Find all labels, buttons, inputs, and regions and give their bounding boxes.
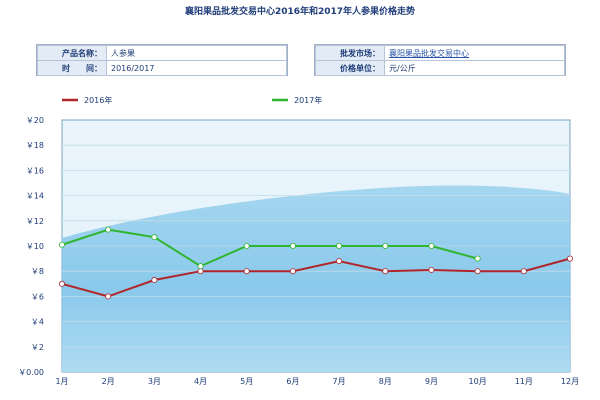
series-line-2 [61, 228, 478, 268]
legend-label: 2017年 [294, 95, 322, 105]
x-tick-label: 9月 [425, 377, 438, 386]
legend: 2016年 2017年 [62, 95, 322, 105]
y-tick-label: ￥2 [31, 343, 44, 352]
y-tick-label: ￥0.00 [18, 368, 44, 377]
legend-label: 2016年 [84, 95, 112, 105]
y-tick-label: ￥14 [26, 192, 44, 201]
y-tick-label: ￥18 [26, 141, 44, 150]
data-point[interactable] [59, 280, 66, 287]
series-lines [59, 226, 574, 300]
data-point[interactable] [474, 268, 481, 275]
series-line-1 [61, 257, 571, 298]
product-info-box: 产品名称： 人参果 时 间： 2016/2017 [36, 44, 288, 76]
x-axis-ticks: 1月 2月 3月 4月 5月 6月 7月 8月 9月 10月 11月 12月 [55, 377, 579, 386]
data-point[interactable] [243, 242, 250, 249]
data-point[interactable] [520, 268, 527, 275]
y-tick-label: ￥4 [31, 318, 44, 327]
data-point[interactable] [105, 293, 112, 300]
x-tick-label: 2月 [102, 377, 115, 386]
market-info-box: 批发市场： 襄阳果品批发交易中心 价格单位： 元/公斤 [314, 44, 566, 76]
y-tick-label: ￥8 [31, 267, 44, 276]
y-tick-label: ￥12 [26, 217, 44, 226]
x-tick-label: 11月 [515, 377, 533, 386]
data-point[interactable] [151, 234, 158, 241]
y-tick-label: ￥20 [26, 116, 44, 125]
time-label: 时 间： [37, 60, 107, 76]
data-point[interactable] [151, 277, 158, 284]
data-point[interactable] [336, 258, 343, 265]
x-tick-label: 4月 [194, 377, 207, 386]
x-tick-label: 10月 [469, 377, 487, 386]
data-point[interactable] [105, 226, 112, 233]
data-point[interactable] [243, 268, 250, 275]
y-tick-label: ￥6 [31, 292, 44, 301]
y-axis-ticks: ￥0.00 ￥2 ￥4 ￥6 ￥8 ￥10 ￥12 ￥14 ￥16 ￥18 ￥20 [18, 116, 44, 377]
x-tick-label: 12月 [561, 377, 579, 386]
data-point[interactable] [428, 242, 435, 249]
x-tick-label: 3月 [148, 377, 161, 386]
data-point[interactable] [382, 242, 389, 249]
x-tick-label: 8月 [379, 377, 392, 386]
unit-label: 价格单位： [315, 60, 385, 76]
x-tick-label: 1月 [55, 377, 68, 386]
time-value: 2016/2017 [106, 60, 287, 76]
data-point[interactable] [197, 263, 204, 270]
data-point[interactable] [428, 266, 435, 273]
x-tick-label: 5月 [240, 377, 253, 386]
plot-wave [62, 185, 570, 372]
y-tick-label: ￥16 [26, 166, 44, 175]
x-tick-label: 6月 [286, 377, 299, 386]
y-tick-label: ￥10 [26, 242, 44, 251]
page-title: 襄阳果品批发交易中心2016年和2017年人参果价格走势 [184, 7, 416, 17]
unit-value: 元/公斤 [384, 60, 565, 76]
x-tick-label: 7月 [333, 377, 346, 386]
data-point[interactable] [474, 255, 481, 262]
data-point[interactable] [289, 242, 296, 249]
data-point[interactable] [567, 255, 574, 262]
data-point[interactable] [197, 268, 204, 275]
product-label: 产品名称： [37, 45, 107, 61]
data-point[interactable] [336, 242, 343, 249]
data-point[interactable] [289, 268, 296, 275]
market-label: 批发市场： [315, 45, 385, 61]
data-point[interactable] [382, 268, 389, 275]
data-point[interactable] [59, 241, 66, 248]
